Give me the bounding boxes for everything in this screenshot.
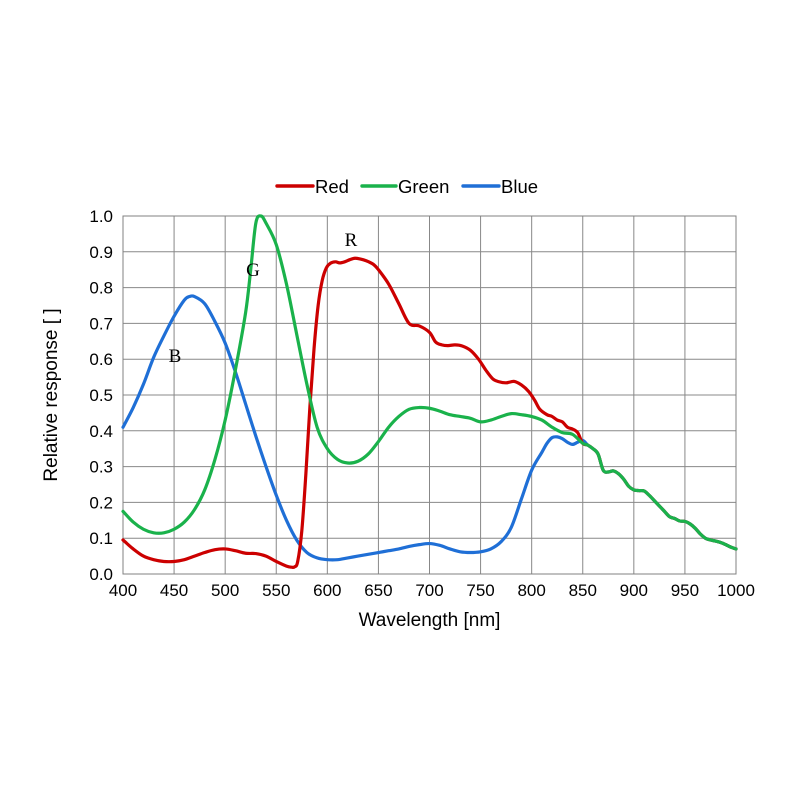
svg-text:850: 850 <box>569 581 597 600</box>
svg-text:0.3: 0.3 <box>89 458 113 477</box>
svg-text:0.8: 0.8 <box>89 279 113 298</box>
svg-text:Wavelength [nm]: Wavelength [nm] <box>359 610 501 631</box>
svg-text:900: 900 <box>620 581 648 600</box>
svg-text:G: G <box>246 260 260 281</box>
svg-text:0.6: 0.6 <box>89 350 113 369</box>
svg-text:700: 700 <box>415 581 443 600</box>
svg-text:Blue: Blue <box>501 176 538 197</box>
svg-text:650: 650 <box>364 581 392 600</box>
svg-text:450: 450 <box>160 581 188 600</box>
svg-text:550: 550 <box>262 581 290 600</box>
svg-text:Relative response [ ]: Relative response [ ] <box>41 308 62 481</box>
svg-text:1000: 1000 <box>717 581 755 600</box>
svg-text:0.1: 0.1 <box>89 529 113 548</box>
svg-text:0.9: 0.9 <box>89 243 113 262</box>
svg-text:Green: Green <box>398 176 449 197</box>
svg-text:600: 600 <box>313 581 341 600</box>
svg-text:500: 500 <box>211 581 239 600</box>
svg-text:R: R <box>345 230 358 251</box>
svg-text:750: 750 <box>466 581 494 600</box>
svg-text:1.0: 1.0 <box>89 207 113 226</box>
svg-text:0.7: 0.7 <box>89 314 113 333</box>
svg-text:0.4: 0.4 <box>89 422 113 441</box>
svg-text:0.2: 0.2 <box>89 493 113 512</box>
svg-text:0.5: 0.5 <box>89 386 113 405</box>
svg-text:400: 400 <box>109 581 137 600</box>
svg-text:950: 950 <box>671 581 699 600</box>
svg-text:800: 800 <box>517 581 545 600</box>
svg-text:B: B <box>169 346 182 367</box>
svg-text:Red: Red <box>315 176 349 197</box>
svg-text:0.0: 0.0 <box>89 565 113 584</box>
